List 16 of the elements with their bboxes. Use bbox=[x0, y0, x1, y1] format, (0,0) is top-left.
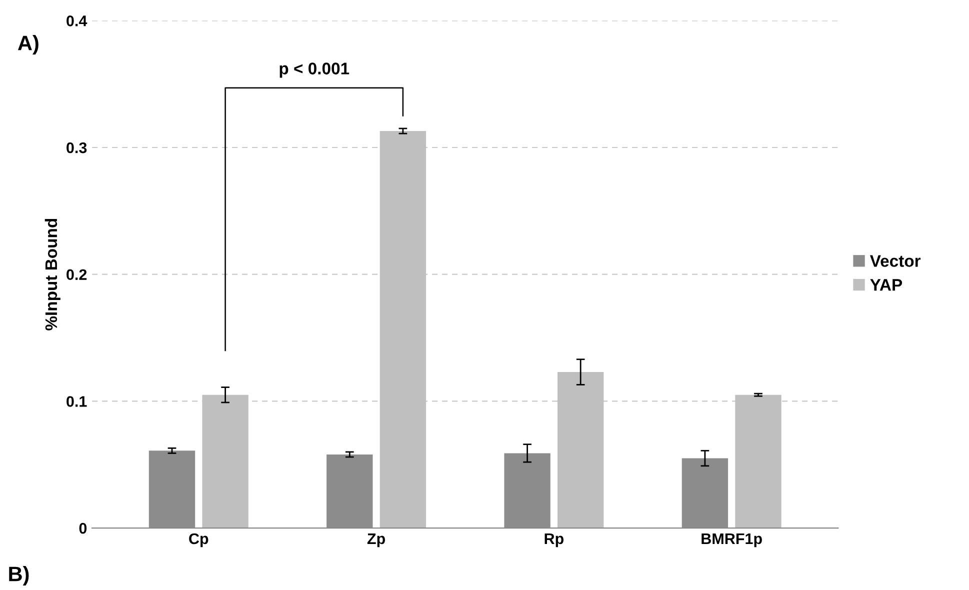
x-tick-label: Cp bbox=[189, 533, 208, 548]
text: A) bbox=[18, 35, 38, 54]
y-tick-label: 0.2 bbox=[66, 269, 87, 280]
legend-label: YAP bbox=[870, 279, 902, 291]
y-tick-label: 0.4 bbox=[66, 16, 88, 26]
legend-label: Vector bbox=[870, 255, 921, 267]
y-tick-label: 0 bbox=[79, 522, 87, 534]
x-tick-label: Zp bbox=[367, 533, 385, 548]
text: B) bbox=[9, 566, 29, 586]
x-tick-label: BMRF1p bbox=[702, 533, 762, 548]
y-axis-title: %Input Bound bbox=[44, 218, 60, 330]
x-tick-label: Rp bbox=[544, 533, 564, 548]
y-tick-label: 0.1 bbox=[66, 396, 87, 407]
bar bbox=[202, 394, 248, 528]
y-tick-label: 0.3 bbox=[66, 142, 87, 154]
annotation: p < 0.001 bbox=[280, 62, 350, 78]
